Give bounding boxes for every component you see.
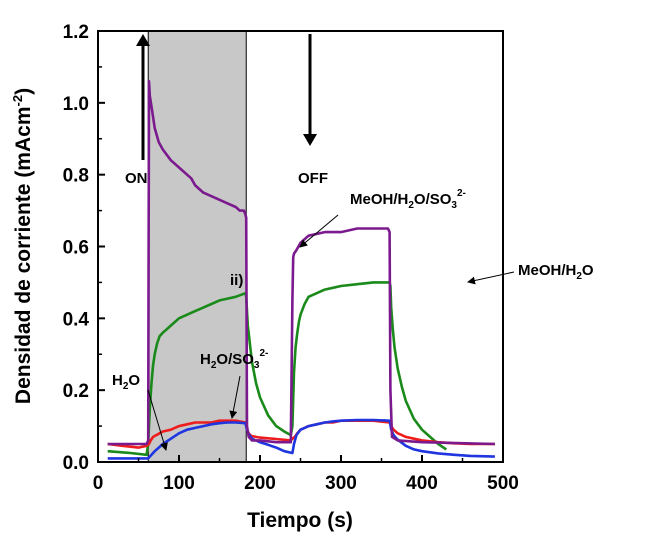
y-axis: 0.0 0.2 0.4 0.6 0.8 1.0 1.2 <box>63 22 105 474</box>
water-pointer <box>147 389 168 451</box>
x-axis: 0 100 200 300 400 500 <box>93 455 519 494</box>
methanol-sulfite-pointer <box>299 214 339 248</box>
x-axis-title: Tiempo (s) <box>247 509 353 532</box>
methanol-water-pointer <box>467 271 515 285</box>
methanol-sulfite-label: MeOH/H2O/SO32- <box>350 188 466 211</box>
y-tick-label: 0.6 <box>63 238 89 259</box>
y-tick-label: 1.2 <box>63 22 89 43</box>
series-line-methanol-sulfite <box>107 80 495 446</box>
series-line-water <box>107 418 495 460</box>
illumination-shade <box>147 30 247 463</box>
ii-label: ii) <box>230 272 243 289</box>
x-tick-label: 100 <box>163 473 195 494</box>
y-tick-label: 0.4 <box>63 309 90 330</box>
y-tick-label: 0.8 <box>63 166 89 187</box>
series-line-sulfite <box>107 419 495 449</box>
y-tick-label: 1.0 <box>63 94 89 115</box>
x-tick-label: 400 <box>406 473 438 494</box>
y-tick-label: 0.2 <box>63 381 89 402</box>
methanol-water-label: MeOH/H2O <box>518 262 594 282</box>
series-layer <box>107 80 495 460</box>
y-tick-label: 0.0 <box>63 453 89 474</box>
x-tick-label: 500 <box>487 473 519 494</box>
sulfite-pointer <box>229 375 241 419</box>
water-label: H2O <box>112 372 140 392</box>
series-line-methanol-water <box>107 281 448 457</box>
x-tick-label: 200 <box>244 473 276 494</box>
sulfite-label: H2O/SO32- <box>200 348 268 371</box>
off-label: OFF <box>298 170 328 187</box>
on-label: ON <box>125 170 148 187</box>
y-axis-title: Densidad de corriente (mAcm-2) <box>10 88 35 404</box>
x-tick-label: 0 <box>93 473 104 494</box>
x-tick-label: 300 <box>325 473 357 494</box>
